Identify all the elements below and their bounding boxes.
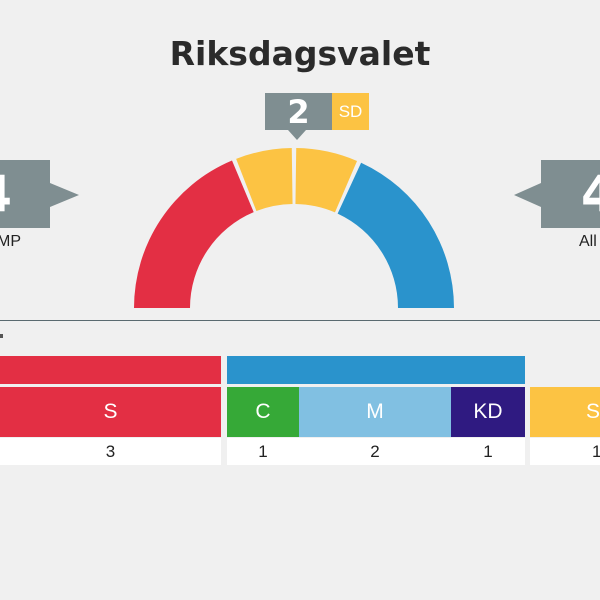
seat-count-m: 2	[299, 438, 451, 465]
right-bloc-count: 4	[581, 165, 600, 223]
seat-count-s: 3	[0, 438, 221, 465]
left-bloc-count: 4	[0, 165, 12, 223]
seat-count-sd: 1	[530, 438, 600, 465]
page-title: Riksdagsvalet	[169, 34, 431, 73]
party-segment-kd: KD	[451, 387, 525, 437]
left-badge-arrow-icon	[50, 183, 79, 207]
badge-pointer-icon	[288, 130, 306, 140]
right-bloc-badge: 4	[541, 160, 600, 228]
right-bloc-label: All	[579, 233, 597, 250]
sd-seat-count-badge: 2	[265, 93, 332, 131]
right-badge-arrow-icon	[514, 183, 541, 207]
seat-count-kd: 1	[451, 438, 525, 465]
left-bloc-label: MP	[0, 233, 21, 250]
tick-mark	[0, 334, 3, 338]
blue-bloc-bar	[227, 356, 525, 384]
party-segment-s: S	[0, 387, 221, 437]
party-segment-c: C	[227, 387, 299, 437]
arc-segment-s	[134, 160, 254, 308]
party-segment-sd: S	[530, 387, 600, 437]
red-bloc-bar	[0, 356, 221, 384]
sd-party-badge: SD	[332, 93, 369, 130]
party-segment-m: M	[299, 387, 451, 437]
divider-line	[0, 320, 600, 321]
arc-segment-alliansen	[337, 162, 454, 308]
arc-segment-sd-right	[295, 148, 358, 213]
arc-segment-sd-left	[236, 148, 293, 212]
left-bloc-badge: 4	[0, 160, 50, 228]
seat-count-c: 1	[227, 438, 299, 465]
